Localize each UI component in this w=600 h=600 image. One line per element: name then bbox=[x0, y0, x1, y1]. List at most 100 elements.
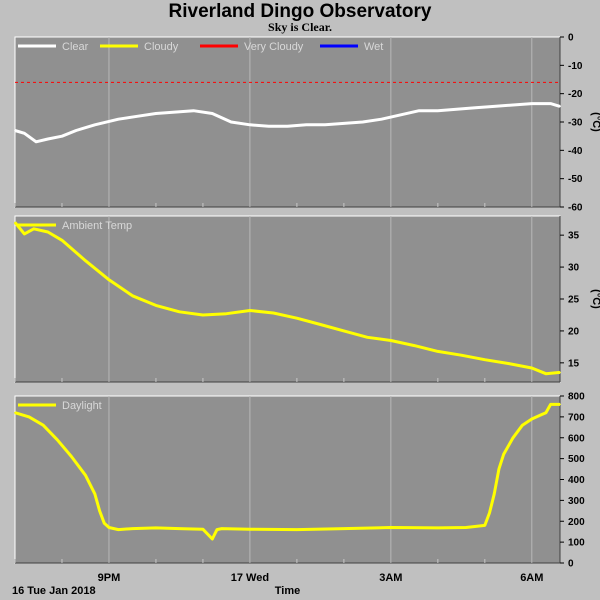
data-point bbox=[343, 527, 345, 530]
y-tick-label: 200 bbox=[568, 517, 585, 528]
data-point bbox=[98, 510, 101, 512]
y-tick-label: 35 bbox=[568, 231, 580, 242]
data-point bbox=[131, 527, 134, 530]
data-point bbox=[324, 124, 326, 126]
data-point bbox=[42, 424, 44, 427]
panel-daylight: 800 700 600 500 400 300 200 100 0 Daylight bbox=[14, 392, 585, 570]
data-point bbox=[545, 411, 547, 414]
data-point bbox=[155, 527, 157, 529]
data-point bbox=[70, 455, 73, 458]
data-point bbox=[484, 524, 486, 527]
data-point bbox=[437, 109, 439, 112]
x-axis-label: Time bbox=[275, 585, 300, 597]
y-tick-label: 300 bbox=[568, 496, 585, 507]
plot-area bbox=[14, 215, 561, 383]
data-point bbox=[305, 124, 308, 126]
data-point bbox=[28, 416, 30, 418]
data-point bbox=[249, 124, 251, 126]
data-point bbox=[531, 367, 533, 369]
y-tick-label: -20 bbox=[568, 89, 583, 100]
chart-subtitle: Sky is Clear. bbox=[268, 20, 332, 34]
x-start-label: 16 Tue Jan 2018 bbox=[12, 585, 96, 597]
y-unit-label: (°C) bbox=[590, 289, 600, 309]
data-point bbox=[202, 314, 204, 316]
data-point bbox=[540, 413, 543, 416]
data-point bbox=[549, 403, 552, 406]
data-point bbox=[211, 538, 214, 540]
y-tick-label: -30 bbox=[568, 118, 583, 129]
data-point bbox=[23, 233, 26, 235]
y-tick-label: 30 bbox=[568, 263, 580, 274]
data-point bbox=[437, 527, 439, 529]
data-point bbox=[249, 309, 251, 312]
data-point bbox=[75, 129, 77, 132]
data-point bbox=[220, 527, 223, 530]
data-point bbox=[498, 468, 500, 470]
y-tick-label: -40 bbox=[568, 146, 583, 157]
data-point bbox=[103, 522, 106, 525]
data-point bbox=[559, 371, 561, 374]
data-point bbox=[465, 526, 467, 529]
data-point bbox=[202, 528, 204, 530]
x-tick-label: 9PM bbox=[98, 572, 121, 584]
data-point bbox=[549, 102, 552, 105]
data-point bbox=[545, 372, 547, 375]
data-point bbox=[108, 279, 110, 281]
y-tick-label: 20 bbox=[568, 326, 580, 337]
x-tick-label: 3AM bbox=[379, 572, 402, 584]
y-tick-label: 0 bbox=[568, 33, 574, 44]
data-point bbox=[84, 259, 87, 262]
data-point bbox=[155, 304, 157, 307]
legend-label: Daylight bbox=[62, 400, 102, 412]
data-point bbox=[23, 132, 26, 135]
data-point bbox=[216, 528, 218, 531]
data-point bbox=[56, 439, 59, 441]
legend-label: Clear bbox=[62, 41, 89, 53]
x-tick-label: 6AM bbox=[520, 572, 543, 584]
y-tick-label: 800 bbox=[568, 392, 585, 403]
data-point bbox=[380, 118, 383, 120]
data-point bbox=[211, 112, 214, 115]
data-point bbox=[249, 528, 251, 530]
data-point bbox=[84, 474, 87, 477]
data-point bbox=[559, 105, 561, 108]
data-point bbox=[343, 122, 345, 125]
data-point bbox=[512, 104, 514, 106]
data-point bbox=[559, 403, 561, 406]
panel-ambient: 35 30 25 20 15 (°C) Ambient Temp bbox=[13, 215, 600, 383]
data-point bbox=[296, 528, 298, 531]
y-tick-label: -60 bbox=[568, 203, 583, 214]
y-unit-label: (°C) bbox=[590, 112, 600, 132]
data-point bbox=[390, 339, 392, 342]
data-point bbox=[319, 323, 322, 326]
panel-sky: 0 -10 -20 -30 -40 -50 -60 (°C) Clear Cloudy Very C… bbox=[14, 33, 600, 214]
data-point bbox=[484, 358, 486, 361]
plot-area bbox=[14, 395, 561, 564]
data-point bbox=[14, 129, 16, 132]
y-tick-label: 100 bbox=[568, 538, 585, 549]
y-tick-label: 25 bbox=[568, 295, 580, 306]
data-point bbox=[418, 109, 420, 112]
data-point bbox=[192, 109, 195, 112]
data-point bbox=[507, 362, 510, 365]
data-point bbox=[117, 118, 120, 120]
data-point bbox=[361, 121, 364, 123]
data-point bbox=[512, 436, 514, 439]
data-point bbox=[493, 493, 496, 495]
data-point bbox=[32, 227, 35, 230]
data-point bbox=[173, 111, 176, 113]
series-clear bbox=[14, 102, 561, 144]
chart-title: Riverland Dingo Observatory bbox=[168, 1, 432, 22]
legend-label: Cloudy bbox=[144, 41, 179, 53]
data-point bbox=[437, 350, 439, 353]
data-point bbox=[14, 411, 16, 414]
data-point bbox=[390, 526, 392, 529]
data-point bbox=[225, 312, 228, 315]
data-point bbox=[531, 102, 533, 105]
data-point bbox=[47, 138, 49, 140]
data-point bbox=[474, 107, 477, 109]
legend-label: Wet bbox=[364, 41, 383, 53]
data-point bbox=[460, 354, 463, 356]
data-point bbox=[61, 135, 63, 137]
